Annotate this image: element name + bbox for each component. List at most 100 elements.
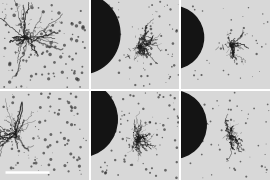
Point — [103, 30, 107, 33]
Point — [43, 65, 47, 68]
Point — [202, 103, 207, 106]
Point — [65, 86, 69, 89]
Point — [128, 94, 133, 97]
Point — [143, 121, 148, 124]
Point — [154, 10, 158, 13]
Point — [47, 110, 51, 112]
Point — [118, 131, 122, 134]
Point — [9, 166, 14, 169]
Point — [10, 93, 15, 96]
Point — [217, 104, 221, 107]
Point — [69, 92, 73, 95]
Point — [8, 63, 12, 66]
Point — [141, 107, 146, 110]
Point — [32, 37, 36, 40]
Point — [232, 91, 237, 94]
Point — [106, 15, 110, 18]
Point — [72, 72, 76, 75]
Point — [70, 40, 74, 43]
Point — [75, 159, 80, 161]
Point — [111, 13, 116, 16]
Point — [168, 8, 173, 11]
Point — [10, 140, 14, 143]
Point — [131, 94, 136, 97]
Point — [31, 111, 35, 114]
Point — [170, 53, 175, 56]
Point — [158, 144, 162, 147]
Point — [6, 31, 11, 34]
Point — [150, 4, 154, 6]
Point — [39, 164, 43, 167]
Point — [155, 10, 159, 13]
Point — [83, 29, 87, 32]
Point — [148, 171, 152, 174]
Point — [221, 69, 226, 72]
Point — [256, 144, 261, 147]
Point — [70, 106, 74, 109]
Point — [140, 48, 144, 51]
Point — [120, 110, 124, 113]
Point — [265, 21, 270, 23]
Point — [219, 47, 223, 50]
Point — [59, 21, 64, 24]
Point — [211, 107, 215, 110]
Point — [176, 116, 180, 119]
Point — [29, 53, 33, 56]
Point — [217, 42, 221, 44]
Point — [196, 78, 200, 81]
Point — [33, 53, 37, 56]
Point — [235, 62, 239, 65]
Circle shape — [139, 91, 206, 159]
Point — [109, 131, 114, 134]
Point — [168, 75, 173, 78]
Point — [217, 144, 221, 147]
Point — [233, 169, 237, 172]
Point — [46, 96, 50, 99]
Point — [21, 17, 25, 20]
Point — [103, 172, 107, 175]
Point — [28, 79, 33, 82]
Point — [134, 127, 138, 130]
Point — [251, 75, 255, 78]
Point — [238, 160, 243, 163]
Point — [110, 7, 114, 10]
Point — [226, 37, 231, 39]
Point — [33, 125, 38, 128]
Point — [49, 4, 54, 7]
Point — [52, 75, 57, 78]
Point — [79, 173, 83, 176]
Circle shape — [40, 0, 120, 74]
Point — [76, 78, 80, 81]
Point — [166, 53, 170, 56]
Point — [176, 3, 180, 6]
Point — [242, 27, 246, 30]
Point — [69, 123, 74, 126]
Point — [161, 96, 166, 98]
Point — [8, 62, 12, 65]
Point — [158, 0, 162, 3]
Point — [81, 25, 85, 28]
Point — [74, 52, 78, 55]
Point — [197, 33, 201, 36]
Point — [147, 83, 152, 86]
Point — [193, 8, 197, 11]
Point — [243, 33, 247, 36]
Point — [151, 22, 155, 24]
Point — [63, 164, 67, 167]
Point — [0, 11, 5, 14]
Point — [35, 54, 40, 57]
Point — [47, 163, 51, 166]
Point — [50, 18, 54, 21]
Point — [60, 71, 65, 74]
Point — [108, 103, 112, 106]
Point — [149, 32, 154, 35]
Point — [189, 132, 194, 135]
Point — [226, 73, 231, 76]
Point — [22, 151, 26, 154]
Point — [1, 144, 5, 147]
Point — [265, 168, 269, 171]
Point — [254, 39, 258, 42]
Point — [136, 28, 140, 30]
Point — [264, 171, 268, 174]
Point — [122, 113, 126, 116]
